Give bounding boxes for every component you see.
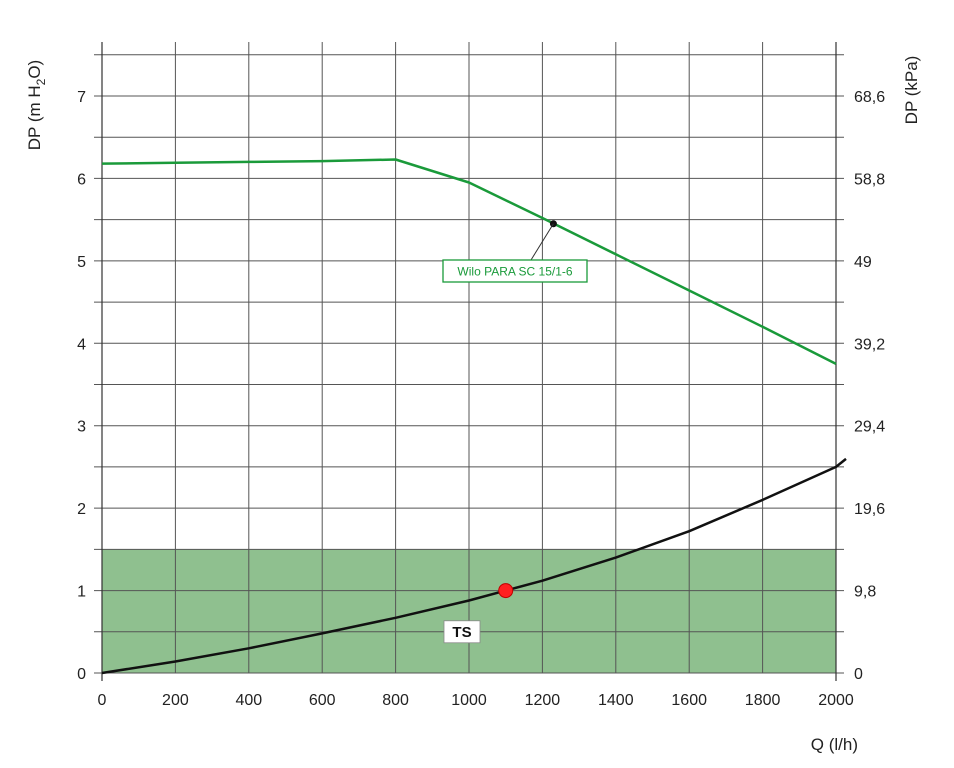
annotation-layer: Wilo PARA SC 15/1-6 TS — [442, 220, 588, 644]
y-tick-label-left: 5 — [77, 254, 86, 271]
y-tick-label-right: 9,8 — [854, 584, 876, 601]
y-tick-label-right: 19,6 — [854, 501, 885, 518]
y-tick-label-right: 58,8 — [854, 171, 885, 188]
y-tick-label-right: 39,2 — [854, 336, 885, 353]
x-tick-label: 400 — [235, 692, 262, 709]
y-tick-label-left: 2 — [77, 501, 86, 518]
y-tick-label-left: 4 — [77, 336, 86, 353]
callout-label-wilo: Wilo PARA SC 15/1-6 — [457, 265, 572, 279]
y-tick-label-left: 7 — [77, 89, 86, 106]
y-axis-left-title-suffix: O) — [25, 60, 44, 79]
callout-box — [442, 259, 588, 283]
y-tick-label-right: 0 — [854, 666, 863, 683]
operating-point — [498, 583, 514, 599]
x-tick-label: 600 — [309, 692, 336, 709]
callout-leader-line — [530, 223, 554, 261]
x-tick-label: 200 — [162, 692, 189, 709]
x-tick-label: 0 — [98, 692, 107, 709]
x-tick-label: 2000 — [818, 692, 854, 709]
y-tick-label-left: 6 — [77, 171, 86, 188]
x-axis-title: Q (l/h) — [811, 735, 858, 754]
tick-layer: 0 200 400 600 800 1000 1200 1400 1600 1800 2000012… — [77, 89, 885, 709]
ts-label-box — [443, 620, 481, 644]
y-axis-left-title: DP (m H2O) — [25, 60, 48, 150]
y-tick-label-right: 68,6 — [854, 89, 885, 106]
y-tick-label-left: 3 — [77, 419, 86, 436]
series-label-ts: TS — [452, 624, 471, 641]
x-tick-label: 1200 — [525, 692, 561, 709]
y-tick-label-left: 1 — [77, 584, 86, 601]
y-axis-left-title-prefix: DP (m H — [25, 85, 44, 150]
y-tick-label-right: 49 — [854, 254, 872, 271]
title-layer: Q (l/h) DP (kPa) DP (m H2O) — [25, 56, 921, 754]
series-line-wilo — [101, 158, 837, 366]
series-layer — [101, 158, 847, 675]
x-tick-label: 1000 — [451, 692, 487, 709]
x-tick-label: 1400 — [598, 692, 634, 709]
y-axis-left-title-subscript: 2 — [34, 78, 48, 85]
grid-layer — [94, 42, 844, 681]
y-tick-label-left: 0 — [77, 666, 86, 683]
y-axis-right-title: DP (kPa) — [902, 56, 921, 125]
x-tick-label: 800 — [382, 692, 409, 709]
x-tick-label: 1800 — [745, 692, 781, 709]
x-tick-label: 1600 — [671, 692, 707, 709]
y-tick-label-right: 29,4 — [854, 419, 885, 436]
